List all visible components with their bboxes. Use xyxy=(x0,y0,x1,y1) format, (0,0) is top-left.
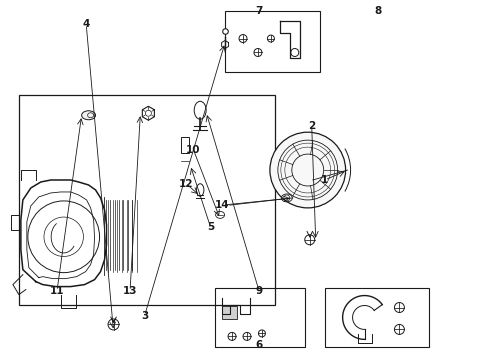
Text: 10: 10 xyxy=(186,144,200,154)
Bar xyxy=(181,137,189,153)
Text: 1: 1 xyxy=(321,175,328,185)
Text: 2: 2 xyxy=(307,121,315,131)
Text: 7: 7 xyxy=(255,6,262,17)
Bar xyxy=(215,288,304,347)
Text: 5: 5 xyxy=(206,222,214,231)
Text: 9: 9 xyxy=(255,286,262,296)
Text: 13: 13 xyxy=(122,286,137,296)
Text: 6: 6 xyxy=(255,340,262,350)
Text: 3: 3 xyxy=(141,311,148,320)
Text: 8: 8 xyxy=(374,6,381,17)
Text: 14: 14 xyxy=(215,200,229,210)
Text: 4: 4 xyxy=(82,19,90,29)
Text: 12: 12 xyxy=(179,179,193,189)
Bar xyxy=(222,306,237,319)
Bar xyxy=(324,288,428,347)
Bar xyxy=(224,11,319,72)
Bar xyxy=(19,95,274,305)
Text: 11: 11 xyxy=(50,286,64,296)
Circle shape xyxy=(269,132,345,208)
Ellipse shape xyxy=(81,111,95,120)
